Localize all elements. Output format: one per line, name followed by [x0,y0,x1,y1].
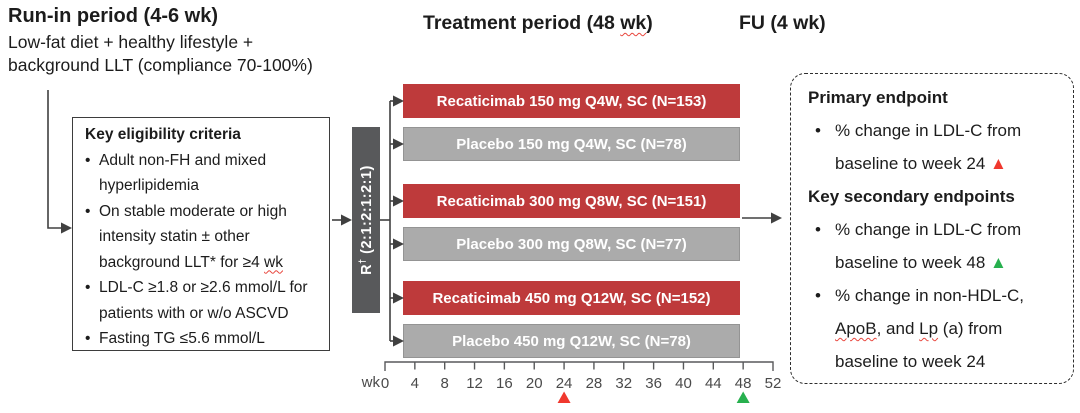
endpoint-item-continued: ApoB, and Lp (a) from [835,319,1003,338]
axis-tick-label: 48 [735,375,752,392]
green-triangle-icon: ▲ [990,253,1007,272]
axis-tick-label: 4 [411,375,419,392]
treatment-arm-bar: Recaticimab 150 mg Q4W, SC (N=153) [403,84,740,118]
endpoint-item: % change in non-HDL-C, [808,279,1061,312]
timeline-marker-week48-green [736,391,750,403]
randomization-label: R† (2:1:2:1:2:1) [357,165,375,275]
axis-tick-label: 28 [586,375,603,392]
treatment-header-suffix: ) [646,12,653,34]
eligibility-item: LDL-C ≥1.8 or ≥2.6 mmol/L for [85,275,321,301]
axis-tick-label: 12 [466,375,483,392]
run-in-title: Run-in period (4-6 wk) [8,5,218,27]
eligibility-item: On stable moderate or high [85,199,321,225]
axis-tick-label: 36 [645,375,662,392]
endpoint-item: % change in LDL-C from [808,114,1061,147]
eligibility-criteria-box: Key eligibility criteria Adult non-FH an… [72,117,330,351]
axis-tick-label: 52 [765,375,782,392]
eligibility-item: Fasting TG ≤5.6 mmol/L [85,326,321,352]
red-triangle-icon: ▲ [990,154,1007,173]
endpoint-item-continued: baseline to week 48 ▲ [835,253,1007,272]
timeline-marker-week24-red [557,391,571,403]
axis-tick-label: 40 [675,375,692,392]
treatment-header-wavy-word: wk [620,12,647,34]
axis-tick-label: 32 [615,375,632,392]
treatment-arm-bar: Recaticimab 450 mg Q12W, SC (N=152) [403,281,740,315]
week-axis-ticks-and-labels: 0 4 8 12 16 20 24 28 32 36 40 44 48 52 [381,362,782,403]
axis-tick-label: 8 [441,375,449,392]
eligibility-item-continued: background LLT* for ≥4 wk [99,253,283,271]
eligibility-item-continued: intensity statin ± other [99,228,250,245]
week-axis-bracket [384,361,774,371]
eligibility-item-continued: hyperlipidemia [99,177,199,194]
run-in-subtitle-line1: Low-fat diet + healthy lifestyle + [8,32,254,52]
endpoints-box: Primary endpoint % change in LDL-C from … [790,73,1074,384]
randomization-bar: R† (2:1:2:1:2:1) [352,127,380,313]
placebo-arm-bar: Placebo 150 mg Q4W, SC (N=78) [403,127,740,161]
treatment-arm-bar: Recaticimab 300 mg Q8W, SC (N=151) [403,184,740,218]
endpoint-item-continued: baseline to week 24 [835,352,986,371]
run-in-header: Run-in period (4-6 wk) Low-fat diet + he… [8,5,313,77]
axis-tick-label: 24 [556,375,573,392]
randomization-branch-arrows [389,95,405,347]
axis-tick-label: 20 [526,375,543,392]
run-in-subtitle-line2: background LLT (compliance 70-100%) [8,55,313,75]
placebo-arm-bar: Placebo 300 mg Q8W, SC (N=77) [403,227,740,261]
axis-tick-label: 16 [496,375,513,392]
key-secondary-endpoints-title: Key secondary endpoints [808,187,1015,206]
treatment-header-text: Treatment period (48 [423,12,621,34]
placebo-arm-bar: Placebo 450 mg Q12W, SC (N=78) [403,324,740,358]
eligibility-item: Adult non-FH and mixed [85,148,321,174]
axis-tick-label: 44 [705,375,722,392]
axis-unit-label: wk [361,374,380,391]
primary-endpoint-title: Primary endpoint [808,88,948,107]
endpoint-item: % change in LDL-C from [808,213,1061,246]
treatment-period-header: Treatment period (48 wk) [423,12,653,35]
axis-tick-label: 0 [381,375,389,392]
follow-up-header: FU (4 wk) [739,12,826,34]
eligibility-title: Key eligibility criteria [85,126,241,143]
endpoint-item-continued: baseline to week 24 ▲ [835,154,1007,173]
eligibility-item-continued: patients with or w/o ASCVD [99,304,289,322]
runin-to-eligibility-arrow [47,90,73,234]
